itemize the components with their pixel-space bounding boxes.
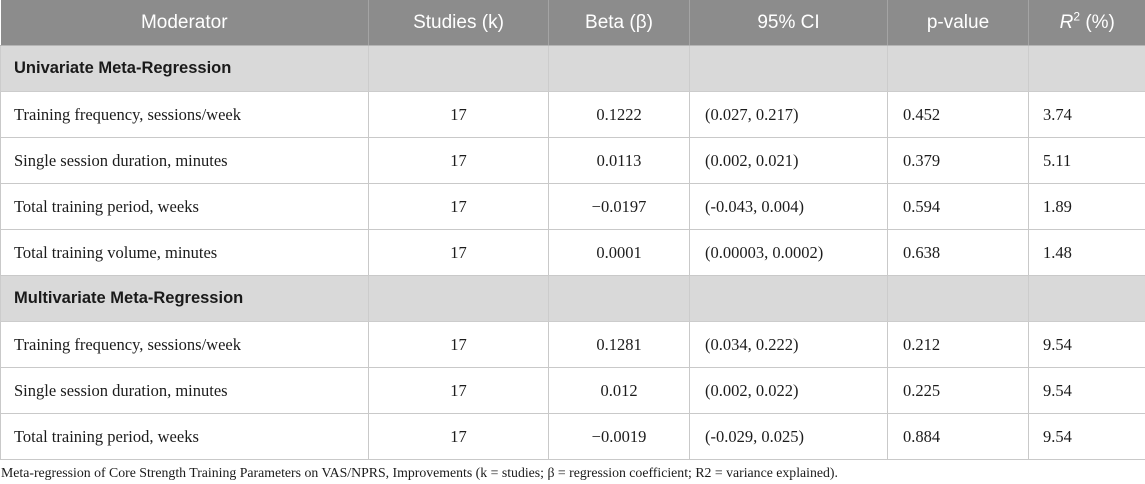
ci-cell: (0.002, 0.021) [689,137,888,184]
p-value-cell: 0.594 [887,183,1029,230]
beta-cell: −0.0019 [548,413,690,460]
p-value-cell: 0.884 [887,413,1029,460]
section-empty-cell [689,45,888,92]
section-empty-cell [887,45,1029,92]
r-squared-cell: 9.54 [1028,413,1145,460]
r-squared-cell: 9.54 [1028,321,1145,368]
table-row: Total training volume, minutes 17 0.0001 (0… [0,229,1145,276]
section-title: Multivariate Meta-Regression [0,275,369,322]
col-header-95ci: 95% CI [689,0,888,46]
table-header: Moderator Studies (k) Beta (β) 95% CI p-… [0,0,1145,46]
section-empty-cell [368,275,549,322]
ci-cell: (0.027, 0.217) [689,91,888,138]
r-squared-sup: 2 [1073,9,1081,24]
section-row: Multivariate Meta-Regression [0,275,1145,322]
col-header-p-value: p-value [887,0,1029,46]
moderator-cell: Single session duration, minutes [0,367,369,414]
section-empty-cell [548,275,690,322]
beta-cell: 0.0113 [548,137,690,184]
col-header-beta: Beta (β) [548,0,690,46]
p-value-cell: 0.379 [887,137,1029,184]
section-empty-cell [1028,45,1145,92]
moderator-cell: Total training volume, minutes [0,229,369,276]
r-squared-cell: 9.54 [1028,367,1145,414]
studies-k-cell: 17 [368,137,549,184]
section-title: Univariate Meta-Regression [0,45,369,92]
r-squared-rest: (%) [1080,11,1115,33]
table-row: Total training period, weeks 17 −0.0197 (-0… [0,183,1145,230]
p-value-cell: 0.638 [887,229,1029,276]
ci-cell: (-0.029, 0.025) [689,413,888,460]
p-value-cell: 0.212 [887,321,1029,368]
section-empty-cell [887,275,1029,322]
r-squared-cell: 1.48 [1028,229,1145,276]
table-body: Univariate Meta-Regression Training frequ… [0,45,1145,460]
section-empty-cell [689,275,888,322]
section-empty-cell [368,45,549,92]
studies-k-cell: 17 [368,321,549,368]
table-row: Training frequency, sessions/week 17 0.122… [0,91,1145,138]
section-empty-cell [1028,275,1145,322]
beta-cell: 0.1222 [548,91,690,138]
meta-regression-table: Moderator Studies (k) Beta (β) 95% CI p-… [0,0,1145,460]
moderator-cell: Training frequency, sessions/week [0,91,369,138]
table-row: Single session duration, minutes 17 0.012(… [0,367,1145,414]
moderator-cell: Total training period, weeks [0,183,369,230]
beta-cell: 0.1281 [548,321,690,368]
studies-k-cell: 17 [368,183,549,230]
table-row: Single session duration, minutes 17 0.0113… [0,137,1145,184]
ci-cell: (0.034, 0.222) [689,321,888,368]
table-caption: Meta-regression of Core Strength Trainin… [1,465,838,480]
ci-cell: (-0.043, 0.004) [689,183,888,230]
studies-k-cell: 17 [368,229,549,276]
moderator-cell: Training frequency, sessions/week [0,321,369,368]
col-header-studies-k: Studies (k) [368,0,549,46]
p-value-cell: 0.225 [887,367,1029,414]
col-header-r-squared: R2 (%) [1028,0,1145,46]
studies-k-cell: 17 [368,413,549,460]
r-squared-cell: 5.11 [1028,137,1145,184]
moderator-cell: Total training period, weeks [0,413,369,460]
r-squared-base: R [1059,11,1074,33]
section-row: Univariate Meta-Regression [0,45,1145,92]
header-row: Moderator Studies (k) Beta (β) 95% CI p-… [0,0,1145,46]
beta-cell: 0.0001 [548,229,690,276]
table-row: Training frequency, sessions/week 17 0.128… [0,321,1145,368]
moderator-cell: Single session duration, minutes [0,137,369,184]
studies-k-cell: 17 [368,91,549,138]
ci-cell: (0.002, 0.022) [689,367,888,414]
section-empty-cell [548,45,690,92]
beta-cell: −0.0197 [548,183,690,230]
r-squared-cell: 1.89 [1028,183,1145,230]
r-squared-cell: 3.74 [1028,91,1145,138]
col-header-moderator: Moderator [0,0,369,46]
p-value-cell: 0.452 [887,91,1029,138]
ci-cell: (0.00003, 0.0002) [689,229,888,276]
studies-k-cell: 17 [368,367,549,414]
beta-cell: 0.012 [548,367,690,414]
table-row: Total training period, weeks 17 −0.0019 (-0… [0,413,1145,460]
